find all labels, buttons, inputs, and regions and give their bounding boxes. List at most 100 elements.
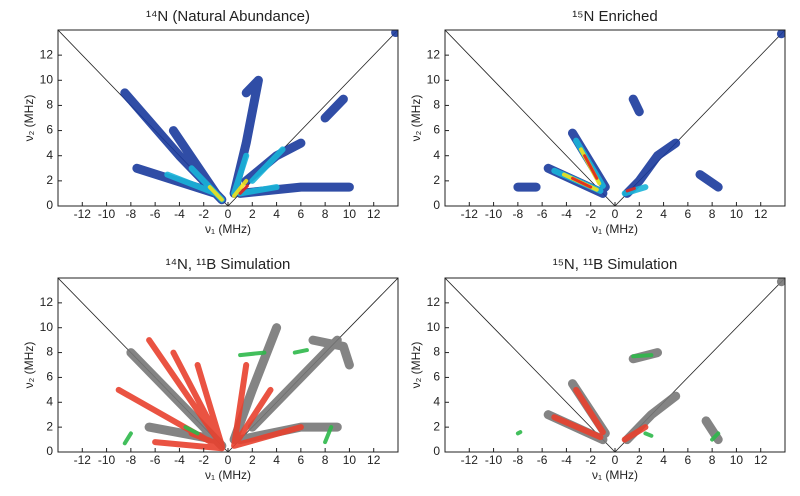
y-tick-label: 6 bbox=[433, 123, 440, 137]
x-tick-label: 0 bbox=[225, 207, 232, 221]
y-tick-label: 10 bbox=[427, 72, 441, 86]
x-tick-label: -4 bbox=[174, 453, 185, 467]
x-tick-label: 2 bbox=[249, 453, 256, 467]
chart-panel: -12 -10 -8 -6 -4 -2 0 2 4 6 8 10 12 0 2 4 6 8 10 12 ¹⁴N, ¹¹B… bbox=[22, 256, 399, 482]
contour-ridge bbox=[513, 30, 785, 198]
plot-area bbox=[58, 30, 398, 206]
contour-ridge bbox=[207, 178, 249, 202]
y-tick-label: 6 bbox=[46, 370, 53, 384]
y-tick-label: 4 bbox=[46, 394, 53, 408]
contour-ridge bbox=[115, 337, 304, 452]
x-tick-label: -10 bbox=[485, 207, 503, 221]
x-tick-label: 2 bbox=[249, 207, 256, 221]
x-axis-label: ν₁ (MHz) bbox=[592, 468, 638, 482]
x-tick-label: 0 bbox=[612, 453, 619, 467]
y-axis-label: ν₂ (MHz) bbox=[409, 342, 423, 389]
y-tick-label: 8 bbox=[46, 345, 53, 359]
x-tick-label: 4 bbox=[273, 453, 280, 467]
contour-ridge bbox=[543, 278, 785, 445]
y-tick-label: 0 bbox=[46, 198, 53, 212]
contour-ridge bbox=[551, 386, 649, 443]
plot-frame bbox=[444, 277, 786, 453]
x-tick-label: 4 bbox=[660, 453, 667, 467]
contour-ridge bbox=[164, 146, 286, 203]
y-tick-label: 10 bbox=[40, 72, 54, 86]
y-tick-label: 2 bbox=[433, 419, 440, 433]
chart-panel: -12 -10 -8 -6 -4 -2 0 2 4 6 8 10 12 0 2 4 6 8 10 12 ¹⁵N, ¹¹B… bbox=[409, 256, 786, 482]
y-tick-label: 4 bbox=[433, 148, 440, 162]
y-tick-label: 12 bbox=[40, 47, 54, 61]
y-axis-label: ν₂ (MHz) bbox=[409, 95, 423, 142]
x-tick-label: 8 bbox=[322, 453, 329, 467]
x-tick-label: 0 bbox=[225, 453, 232, 467]
y-axis-label: ν₂ (MHz) bbox=[22, 342, 36, 389]
x-tick-label: -8 bbox=[513, 207, 524, 221]
x-tick-label: 0 bbox=[612, 207, 619, 221]
y-tick-label: 4 bbox=[433, 394, 440, 408]
diagonal bbox=[445, 278, 616, 452]
plot-area bbox=[445, 278, 785, 452]
x-tick-label: -8 bbox=[513, 453, 524, 467]
x-tick-label: 12 bbox=[754, 453, 768, 467]
x-tick-label: 6 bbox=[685, 207, 692, 221]
x-tick-label: 12 bbox=[367, 207, 381, 221]
plot-area bbox=[445, 30, 785, 206]
x-axis-label: ν₁ (MHz) bbox=[592, 222, 638, 236]
y-tick-label: 0 bbox=[433, 444, 440, 458]
y-tick-label: 8 bbox=[433, 345, 440, 359]
plot-frame bbox=[444, 29, 786, 207]
contour-ridge bbox=[571, 154, 636, 193]
y-tick-label: 2 bbox=[433, 173, 440, 187]
x-tick-label: 6 bbox=[685, 453, 692, 467]
x-axis-label: ν₁ (MHz) bbox=[205, 468, 251, 482]
x-tick-label: -4 bbox=[561, 453, 572, 467]
x-tick-label: 10 bbox=[730, 453, 744, 467]
y-tick-label: 12 bbox=[40, 295, 54, 309]
y-tick-label: 6 bbox=[433, 370, 440, 384]
x-tick-label: -4 bbox=[174, 207, 185, 221]
x-tick-label: 8 bbox=[709, 453, 716, 467]
x-axis-label: ν₁ (MHz) bbox=[205, 222, 251, 236]
chart-panel: -12 -10 -8 -6 -4 -2 0 2 4 6 8 10 12 0 2 4 6 8 10 12 ¹⁴N (Nat… bbox=[22, 8, 399, 236]
y-tick-label: 10 bbox=[427, 320, 441, 334]
x-tick-label: 10 bbox=[343, 453, 357, 467]
x-tick-label: 4 bbox=[660, 207, 667, 221]
y-tick-label: 12 bbox=[427, 47, 441, 61]
x-tick-label: 6 bbox=[298, 453, 305, 467]
y-tick-label: 4 bbox=[46, 148, 53, 162]
x-tick-label: -12 bbox=[461, 207, 479, 221]
x-tick-label: 6 bbox=[298, 207, 305, 221]
x-tick-label: -10 bbox=[98, 453, 116, 467]
y-tick-label: 8 bbox=[46, 98, 53, 112]
x-tick-label: -10 bbox=[485, 453, 503, 467]
x-tick-label: -12 bbox=[74, 453, 92, 467]
x-tick-label: -8 bbox=[126, 207, 137, 221]
x-tick-label: -6 bbox=[537, 207, 548, 221]
contour-ridge bbox=[238, 184, 249, 195]
x-tick-label: 8 bbox=[709, 207, 716, 221]
x-tick-label: 4 bbox=[273, 207, 280, 221]
y-tick-label: 8 bbox=[433, 98, 440, 112]
chart-title: ¹⁵N Enriched bbox=[572, 8, 657, 25]
x-tick-label: 2 bbox=[636, 207, 643, 221]
x-tick-label: -6 bbox=[150, 453, 161, 467]
x-tick-label: -10 bbox=[98, 207, 116, 221]
chart-title: ¹⁴N (Natural Abundance) bbox=[146, 8, 310, 25]
y-tick-label: 10 bbox=[40, 320, 54, 334]
x-tick-label: -2 bbox=[198, 453, 209, 467]
x-tick-label: -12 bbox=[461, 453, 479, 467]
x-tick-label: -2 bbox=[585, 453, 596, 467]
y-tick-label: 12 bbox=[427, 295, 441, 309]
y-tick-label: 2 bbox=[46, 419, 53, 433]
x-tick-label: -12 bbox=[74, 207, 92, 221]
chart-panel: -12 -10 -8 -6 -4 -2 0 2 4 6 8 10 12 0 2 4 6 8 10 12 ¹⁵N Enri… bbox=[409, 8, 786, 236]
x-tick-label: -4 bbox=[561, 207, 572, 221]
x-tick-label: -2 bbox=[585, 207, 596, 221]
contour-ridge bbox=[515, 353, 721, 442]
y-axis-label: ν₂ (MHz) bbox=[22, 95, 36, 142]
x-tick-label: 2 bbox=[636, 453, 643, 467]
y-tick-label: 6 bbox=[46, 123, 53, 137]
y-tick-label: 0 bbox=[433, 198, 440, 212]
x-tick-label: 8 bbox=[322, 207, 329, 221]
